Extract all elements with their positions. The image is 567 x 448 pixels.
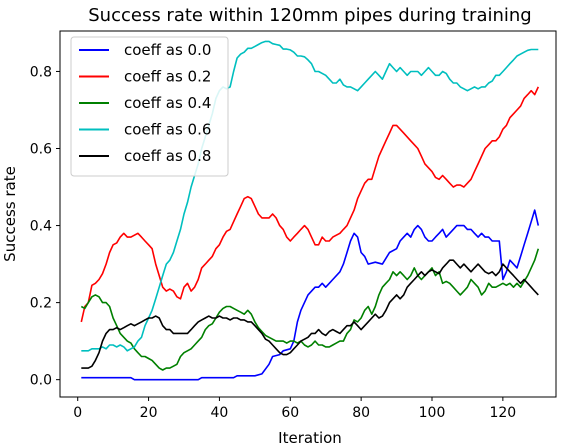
legend-label-1: coeff as 0.2 — [124, 68, 211, 86]
x-tick-label-5: 100 — [419, 405, 446, 421]
y-axis-label: Success rate — [1, 166, 19, 262]
series-line-4 — [81, 259, 539, 369]
series-line-3 — [81, 40, 539, 352]
x-axis: 0 20 40 60 80 100 120 — [73, 397, 516, 421]
chart-title: Success rate within 120mm pipes during t… — [88, 5, 531, 26]
y-tick-label-4: 0.8 — [30, 64, 52, 80]
x-tick-label-1: 20 — [140, 405, 158, 421]
series-layer — [80, 40, 540, 381]
y-tick-label-2: 0.4 — [30, 219, 52, 235]
x-tick-label-3: 60 — [281, 405, 299, 421]
y-tick-label-1: 0.2 — [30, 296, 52, 312]
legend-label-3: coeff as 0.6 — [124, 121, 211, 139]
legend-label-2: coeff as 0.4 — [124, 94, 211, 112]
y-axis: 0.0 0.2 0.4 0.6 0.8 — [30, 64, 60, 389]
series-line-1 — [80, 86, 540, 323]
legend: coeff as 0.0 coeff as 0.2 coeff as 0.4 coef… — [70, 36, 229, 177]
series-line-2 — [80, 248, 540, 371]
x-axis-label: Iteration — [278, 429, 342, 447]
legend-label-0: coeff as 0.0 — [124, 41, 211, 59]
x-tick-label-2: 40 — [211, 405, 229, 421]
y-tick-label-0: 0.0 — [30, 373, 52, 389]
x-tick-label-0: 0 — [73, 405, 82, 421]
series-line-0 — [81, 209, 540, 381]
plot-area-frame — [59, 30, 557, 398]
legend-label-4: coeff as 0.8 — [124, 147, 211, 165]
x-tick-label-4: 80 — [352, 405, 370, 421]
x-tick-label-6: 120 — [489, 405, 516, 421]
legend-box — [70, 36, 229, 177]
y-tick-label-3: 0.6 — [30, 142, 52, 158]
